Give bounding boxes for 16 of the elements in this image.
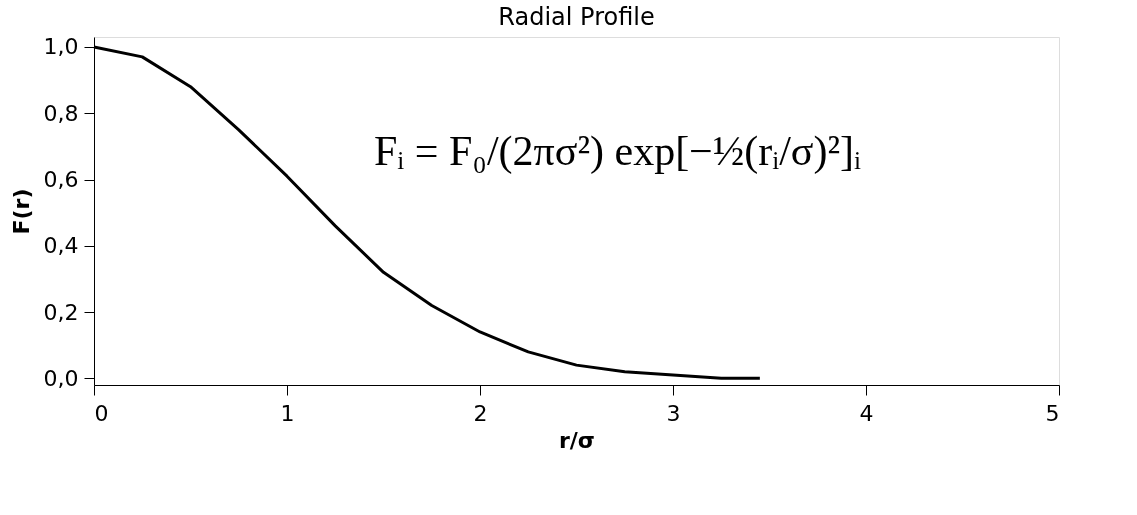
x-tick-label: 2 [473,400,488,426]
y-axis-title: F(r) [8,188,34,235]
y-tick-label: 1,0 [43,34,79,60]
x-tick-label: 1 [280,400,295,426]
x-tick-label: 5 [1045,400,1060,426]
chart-title: Radial Profile [498,2,655,31]
x-tick-label: 0 [94,400,109,426]
annotation: Fᵢ = F₀/(2πσ²) exp[−½(rᵢ/σ)²]ᵢ [374,128,862,175]
y-tick-label: 0,2 [43,299,79,325]
x-axis-title: r/σ [558,427,596,453]
y-tick-label: 0,8 [43,100,79,126]
y-tick-label: 0,4 [43,233,79,259]
y-tick-label: 0,6 [43,167,79,193]
y-tick-label: 0,0 [43,365,79,391]
x-tick-label: 4 [859,400,874,426]
x-tick-label: 3 [666,400,681,426]
